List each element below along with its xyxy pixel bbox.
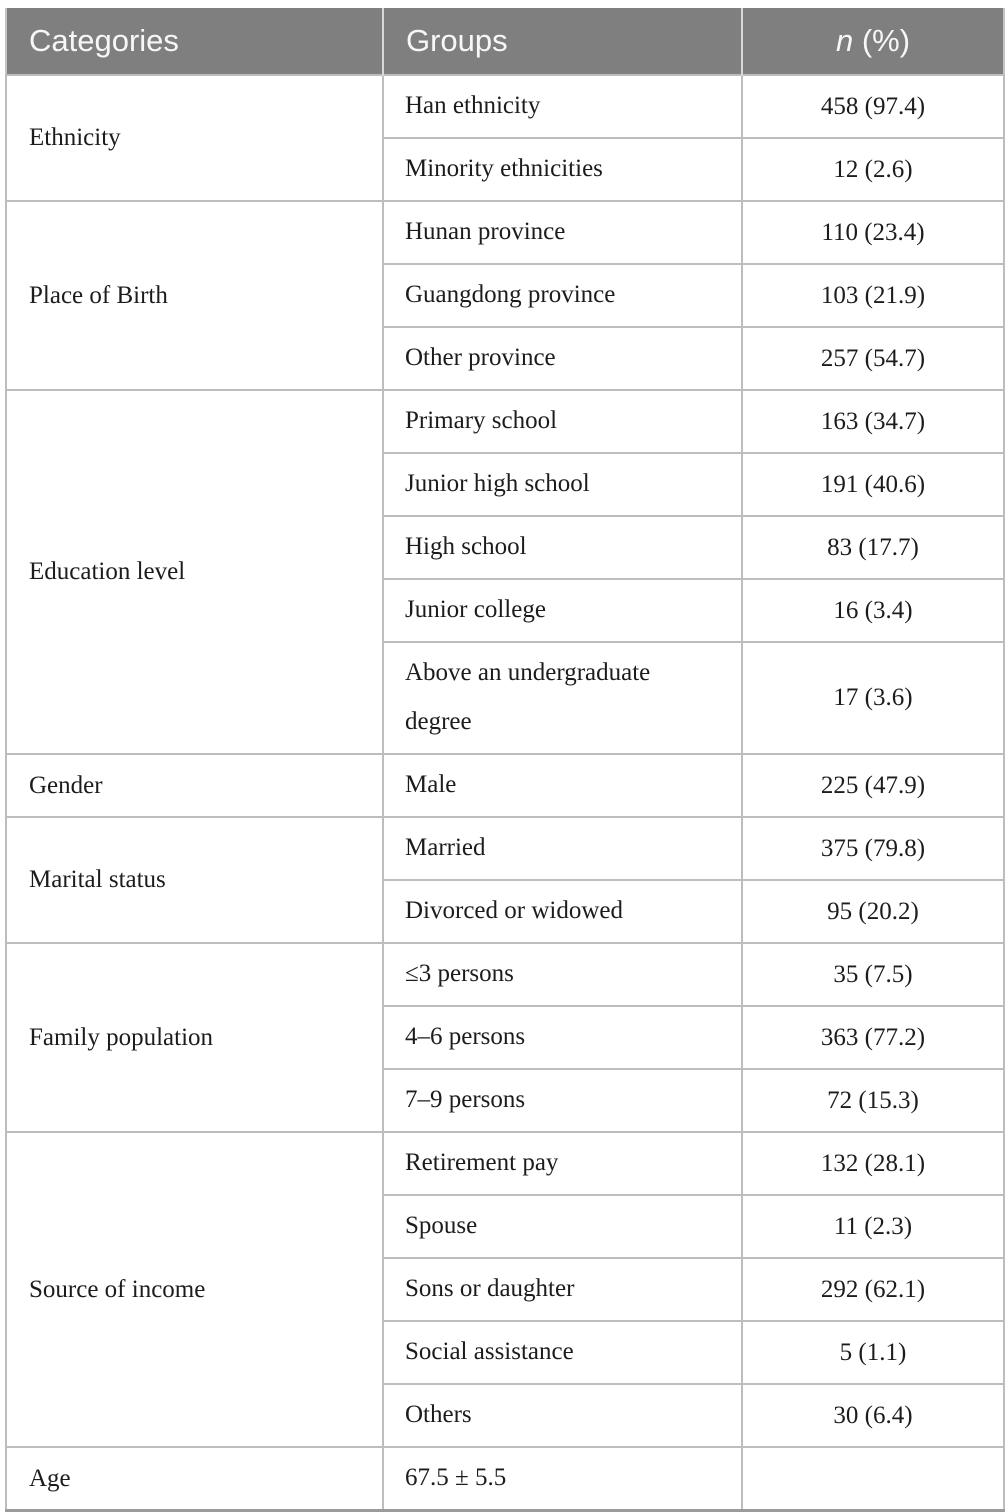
group-cell: Above an undergraduate degree	[382, 641, 743, 755]
n-percent-cell: 225 (47.9)	[741, 753, 1005, 818]
group-cell: Han ethnicity	[382, 74, 743, 139]
n-percent-cell: 16 (3.4)	[741, 578, 1005, 643]
table-row: 4–6 persons 363 (77.2)	[6, 1005, 1005, 1070]
table-row: Place of Birth Hunan province 110 (23.4)	[5, 200, 1005, 391]
group-cell: Guangdong province	[382, 263, 743, 328]
n-percent-cell: 17 (3.6)	[741, 641, 1005, 755]
group-cell: Junior high school	[382, 452, 743, 517]
table-row: Age 67.5 ± 5.5	[5, 1446, 1005, 1512]
group-cell: ≤3 persons	[382, 942, 743, 1007]
table-row: Junior high school 191 (40.6)	[6, 452, 1005, 517]
table-row: Education level Primary school 163 (34.7)	[5, 389, 1005, 755]
n-percent-cell: 35 (7.5)	[741, 942, 1005, 1007]
n-percent-cell: 363 (77.2)	[741, 1005, 1005, 1070]
table-row: Guangdong province 103 (21.9)	[6, 263, 1005, 328]
n-percent-cell: 72 (15.3)	[741, 1068, 1005, 1133]
table-header: Categories Groups n (%)	[6, 8, 1004, 75]
n-percent-cell: 5 (1.1)	[741, 1320, 1005, 1385]
n-percent-cell	[741, 1446, 1005, 1512]
n-percent-cell: 12 (2.6)	[741, 137, 1005, 202]
table-row: Others 30 (6.4)	[6, 1383, 1005, 1448]
n-percent-cell: 163 (34.7)	[741, 389, 1005, 454]
group-cell: Male	[382, 753, 743, 818]
group-cell: Other province	[382, 326, 743, 391]
n-symbol: n	[835, 23, 854, 58]
n-percent-cell: 292 (62.1)	[741, 1257, 1005, 1322]
column-header-groups: Groups	[382, 8, 742, 75]
n-percent-cell: 83 (17.7)	[741, 515, 1005, 580]
column-header-n-percent: n (%)	[741, 8, 1004, 75]
n-percent-cell: 110 (23.4)	[741, 200, 1005, 265]
group-cell: Minority ethnicities	[382, 137, 743, 202]
category-cell: Education level	[5, 389, 384, 755]
table-row: Ethnicity Han ethnicity 458 (97.4)	[5, 74, 1005, 202]
n-percent-cell: 103 (21.9)	[741, 263, 1005, 328]
table-row: High school 83 (17.7)	[6, 515, 1005, 580]
table-row: Source of income Retirement pay 132 (28.1)	[5, 1131, 1005, 1448]
group-cell: Junior college	[382, 578, 743, 643]
group-cell: 67.5 ± 5.5	[382, 1446, 743, 1512]
category-cell: Place of Birth	[5, 200, 384, 391]
category-cell: Gender	[5, 753, 384, 818]
n-percent-cell: 132 (28.1)	[741, 1131, 1005, 1196]
category-cell: Age	[5, 1446, 384, 1512]
table-body: Ethnicity Han ethnicity 458 (97.4) Minority…	[5, 74, 1005, 1512]
table-row: Minority ethnicities 12 (2.6)	[6, 137, 1005, 202]
table-row: Spouse 11 (2.3)	[6, 1194, 1005, 1259]
group-cell: Hunan province	[382, 200, 743, 265]
group-cell: 4–6 persons	[382, 1005, 743, 1070]
group-cell: 7–9 persons	[382, 1068, 743, 1133]
table-row: Above an undergraduate degree 17 (3.6)	[6, 641, 1005, 755]
group-cell: Retirement pay	[382, 1131, 743, 1196]
n-percent-cell: 375 (79.8)	[741, 816, 1005, 881]
table-row: Sons or daughter 292 (62.1)	[6, 1257, 1005, 1322]
n-percent-cell: 191 (40.6)	[741, 452, 1005, 517]
n-percent-cell: 458 (97.4)	[741, 74, 1005, 139]
n-percent-cell: 257 (54.7)	[741, 326, 1005, 391]
table-row: Marital status Married 375 (79.8)	[5, 816, 1005, 944]
column-header-categories: Categories	[6, 8, 383, 75]
n-percent-cell: 30 (6.4)	[741, 1383, 1005, 1448]
group-cell: Others	[382, 1383, 743, 1448]
group-cell: Sons or daughter	[382, 1257, 743, 1322]
demographics-table-container: Categories Groups n (%) Ethnicity Han eth…	[5, 8, 1005, 1512]
group-cell: Married	[382, 816, 743, 881]
n-percent-cell: 95 (20.2)	[741, 879, 1005, 944]
group-cell: Social assistance	[382, 1320, 743, 1385]
demographics-table: Categories Groups n (%) Ethnicity Han eth…	[5, 8, 1005, 1512]
table-row: 7–9 persons 72 (15.3)	[6, 1068, 1005, 1133]
table-row: Divorced or widowed 95 (20.2)	[6, 879, 1005, 944]
group-cell: Primary school	[382, 389, 743, 454]
table-row: Family population ≤3 persons 35 (7.5)	[5, 942, 1005, 1133]
table-row: Other province 257 (54.7)	[6, 326, 1005, 391]
table-row: Gender Male 225 (47.9)	[5, 753, 1005, 818]
category-cell: Family population	[5, 942, 384, 1133]
group-cell: Spouse	[382, 1194, 743, 1259]
group-cell: High school	[382, 515, 743, 580]
table-header-row: Categories Groups n (%)	[6, 8, 1004, 75]
category-cell: Marital status	[5, 816, 384, 944]
table-row: Social assistance 5 (1.1)	[6, 1320, 1005, 1385]
table-row: Junior college 16 (3.4)	[6, 578, 1005, 643]
category-cell: Ethnicity	[5, 74, 384, 202]
category-cell: Source of income	[5, 1131, 384, 1448]
n-percent-cell: 11 (2.3)	[741, 1194, 1005, 1259]
group-cell: Divorced or widowed	[382, 879, 743, 944]
percent-suffix: (%)	[853, 23, 911, 58]
